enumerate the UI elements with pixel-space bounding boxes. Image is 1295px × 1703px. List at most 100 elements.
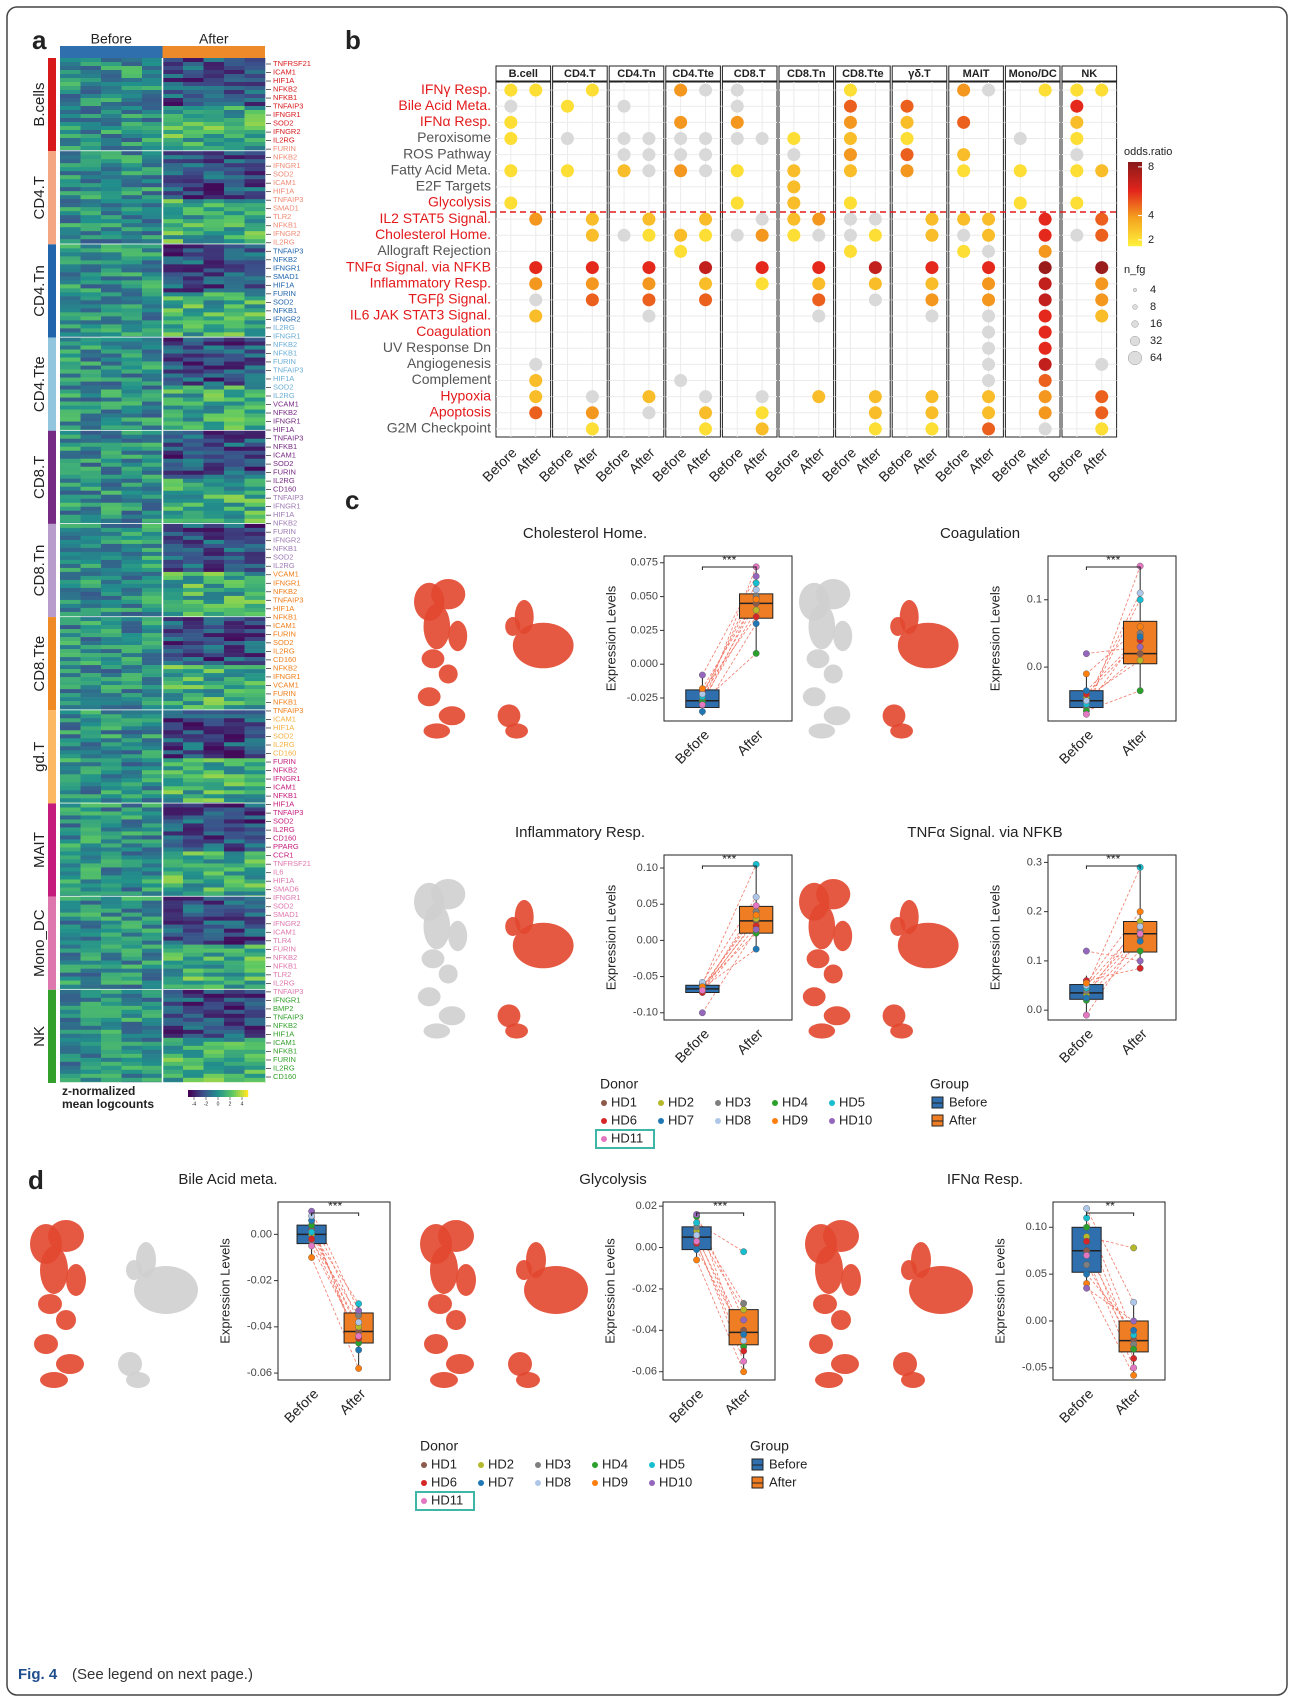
heatmap-cell <box>101 595 122 601</box>
gene-label: HIF1A <box>273 800 294 809</box>
heatmap-cell <box>60 434 81 440</box>
heatmap-cell <box>142 701 163 706</box>
heatmap-cell <box>80 219 102 224</box>
donor-point <box>1083 687 1090 695</box>
heatmap-cell <box>183 442 204 448</box>
heatmap-cell <box>244 284 266 289</box>
dot <box>755 212 769 226</box>
heatmap-cell <box>121 701 143 706</box>
pair-line <box>702 576 757 676</box>
heatmap-cell <box>142 984 163 989</box>
heatmap-cell <box>101 1005 122 1011</box>
heatmap-cell <box>101 617 122 622</box>
donor-point <box>1130 1355 1138 1362</box>
gene-label: TNFAIP3 <box>273 195 303 204</box>
heatmap-cell <box>244 637 266 642</box>
significance: *** <box>1106 852 1120 866</box>
umap-cluster <box>524 1266 588 1314</box>
heatmap-cell <box>244 896 266 901</box>
heatmap-cell <box>121 58 143 63</box>
heatmap-cell <box>121 1045 143 1051</box>
colorbar-tick-label: -4 <box>192 1101 197 1107</box>
heatmap-cell <box>80 754 102 759</box>
heatmap-cell <box>142 738 163 743</box>
heatmap-cell <box>142 904 163 909</box>
heatmap-cell <box>244 1017 266 1023</box>
umap-cluster <box>446 1310 466 1330</box>
heatmap-cell <box>121 997 143 1003</box>
heatmap-cell <box>101 649 122 654</box>
heatmap-cell <box>244 187 266 192</box>
row-label: Coagulation <box>416 323 491 339</box>
dot <box>982 325 996 339</box>
colorbar-tick-label: -2 <box>204 1101 209 1107</box>
heatmap-cell <box>203 114 225 119</box>
heatmap-cell <box>162 827 184 832</box>
heatmap-cell <box>121 345 143 350</box>
heatmap-cell <box>121 960 143 965</box>
heatmap-cell <box>244 831 266 836</box>
heatmap-cell <box>203 665 225 670</box>
heatmap-cell <box>80 1073 102 1079</box>
donor-point <box>1083 710 1090 718</box>
heatmap-cell <box>203 417 225 422</box>
heatmap-cell <box>121 1029 143 1035</box>
heatmap-cell <box>101 859 122 864</box>
heatmap-cell <box>203 1061 225 1067</box>
heatmap-cell <box>101 782 122 787</box>
heatmap-cell <box>203 361 225 366</box>
heatmap-cell <box>121 932 143 937</box>
heatmap-cell <box>142 341 163 346</box>
heatmap-cell <box>101 722 122 727</box>
heatmap-cell <box>203 661 225 666</box>
dot <box>868 390 882 404</box>
heatmap-cell <box>162 292 184 297</box>
heatmap-cell <box>224 159 245 164</box>
heatmap-cell <box>121 195 143 200</box>
heatmap-cell <box>203 559 225 565</box>
gene-label: NFKB1 <box>273 93 297 102</box>
heatmap-cell <box>224 1021 245 1027</box>
heatmap-cell <box>244 531 266 537</box>
donor-point <box>1083 1205 1091 1212</box>
heatmap-cell <box>142 993 163 999</box>
heatmap-cell <box>60 328 81 333</box>
dot <box>843 83 857 97</box>
heatmap-cell <box>162 904 184 909</box>
heatmap-cell <box>121 1041 143 1047</box>
heatmap-cell <box>101 758 122 763</box>
heatmap-cell <box>244 74 266 79</box>
heatmap-cell <box>121 758 143 763</box>
heatmap-cell <box>224 304 245 309</box>
heatmap-cell <box>80 272 102 277</box>
dot <box>982 277 996 291</box>
heatmap-cell <box>183 138 204 143</box>
heatmap-cell <box>203 960 225 965</box>
dot <box>868 228 882 242</box>
heatmap-cell <box>244 527 266 533</box>
heatmap-cell <box>224 478 245 484</box>
heatmap-cell <box>224 571 245 577</box>
group-bar <box>48 896 56 990</box>
heatmap-cell <box>121 114 143 119</box>
heatmap-cell <box>224 324 245 329</box>
heatmap-cell <box>142 300 163 305</box>
heatmap-cell <box>142 183 163 188</box>
heatmap-cell <box>142 482 163 488</box>
heatmap-cell <box>142 617 163 622</box>
heatmap-cell <box>244 928 266 933</box>
heatmap-cell <box>224 916 245 921</box>
heatmap-cell <box>203 896 225 901</box>
heatmap-cell <box>244 989 266 995</box>
heatmap-cell <box>80 78 102 83</box>
group-label: CD8.T <box>31 456 48 499</box>
heatmap-cell <box>121 211 143 216</box>
heatmap-cell <box>121 369 143 374</box>
heatmap-cell <box>183 1053 204 1059</box>
heatmap-cell <box>142 625 163 630</box>
heatmap-cell <box>244 984 266 989</box>
heatmap-cell <box>60 629 81 634</box>
gene-label: HIF1A <box>273 76 294 85</box>
heatmap-cell <box>80 993 102 999</box>
gene-label: TNFAIP3 <box>273 434 303 443</box>
